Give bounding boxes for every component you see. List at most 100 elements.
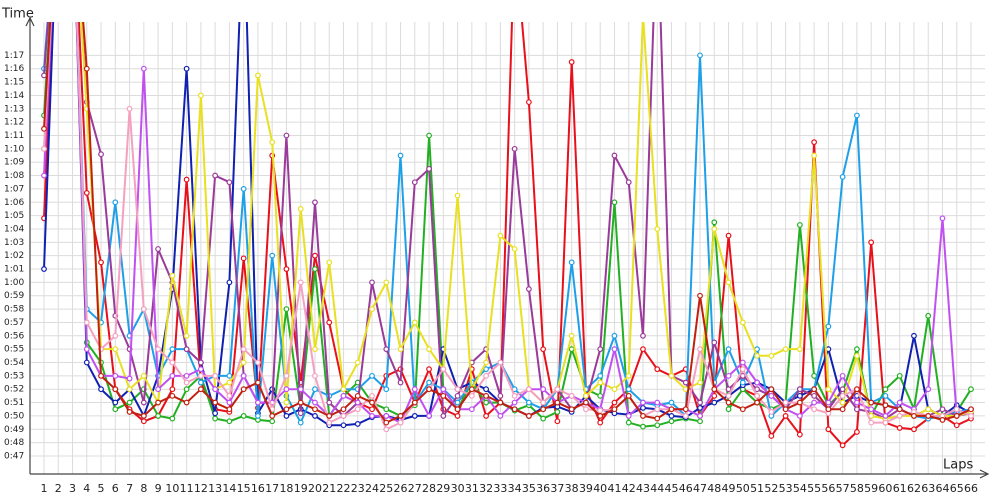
data-point: [140, 65, 147, 72]
x-tick-label: 39: [579, 482, 593, 495]
data-point: [525, 413, 532, 419]
data-point: [711, 226, 718, 232]
data-point: [497, 392, 504, 399]
data-point: [283, 266, 290, 272]
data-point: [255, 359, 261, 366]
data-point: [839, 173, 846, 180]
grid: [31, 22, 985, 474]
data-point: [226, 179, 233, 186]
data-point: [140, 399, 147, 406]
x-tick-label: 65: [950, 482, 964, 495]
data-point: [269, 139, 276, 146]
data-point: [597, 372, 604, 379]
data-point: [796, 392, 803, 399]
x-tick-label: 20: [308, 482, 322, 495]
data-point: [397, 152, 404, 159]
x-tick-label: 14: [222, 482, 236, 495]
data-point: [269, 252, 276, 259]
data-point: [83, 190, 90, 196]
data-point: [140, 418, 147, 425]
data-point: [682, 379, 689, 386]
data-point: [868, 399, 875, 406]
x-tick-label: 43: [636, 482, 650, 495]
data-point: [697, 399, 703, 406]
data-point: [839, 399, 846, 406]
data-point: [725, 372, 732, 379]
x-tick-label: 31: [465, 482, 479, 495]
x-tick-label: 40: [593, 482, 607, 495]
data-point: [854, 112, 860, 119]
data-point: [212, 372, 219, 379]
data-point: [269, 418, 276, 425]
data-point: [440, 386, 447, 393]
data-point: [768, 386, 775, 393]
data-point: [583, 406, 589, 413]
data-point: [497, 399, 504, 406]
data-point: [811, 392, 818, 399]
data-point: [754, 392, 760, 399]
data-point: [383, 419, 390, 426]
data-point: [540, 386, 547, 393]
data-point: [739, 359, 746, 366]
data-point: [796, 346, 803, 353]
data-point: [112, 199, 119, 206]
data-point: [126, 105, 133, 112]
data-point: [525, 386, 532, 393]
x-tick-label: 56: [821, 482, 835, 495]
data-point: [369, 413, 375, 419]
data-point: [183, 379, 190, 386]
data-point: [911, 413, 917, 419]
data-point: [554, 409, 561, 415]
data-point: [454, 192, 461, 199]
data-point: [354, 421, 361, 427]
data-point: [312, 406, 318, 413]
y-tick-label: 1:05: [4, 211, 24, 221]
y-tick-label: 1:00: [4, 278, 24, 288]
data-point: [183, 176, 190, 183]
y-tick-label: 1:10: [4, 144, 24, 154]
data-point: [369, 392, 375, 399]
data-point: [711, 339, 718, 346]
data-point: [326, 419, 333, 426]
data-point: [183, 399, 190, 406]
x-tick-label: 7: [126, 482, 133, 495]
data-point: [383, 406, 390, 413]
x-tick-label: 30: [451, 482, 465, 495]
data-point: [169, 272, 176, 279]
data-point: [312, 252, 318, 259]
x-tick-label: 48: [707, 482, 721, 495]
y-tick-label: 1:08: [4, 171, 24, 181]
data-point: [825, 399, 832, 406]
x-tick-label: 55: [807, 482, 821, 495]
data-point: [426, 413, 432, 419]
data-point: [483, 359, 490, 366]
data-point: [226, 399, 233, 406]
data-point: [568, 406, 575, 413]
data-point: [896, 406, 903, 413]
data-point: [226, 418, 233, 425]
data-point: [811, 399, 818, 406]
x-tick-label: 27: [408, 482, 422, 495]
data-point: [354, 359, 361, 366]
data-point: [668, 406, 675, 413]
data-point: [697, 405, 703, 411]
data-point: [240, 372, 247, 379]
data-point: [369, 372, 375, 379]
data-point: [597, 407, 604, 414]
data-point: [383, 279, 390, 286]
y-tick-label: 0:57: [4, 318, 24, 328]
x-tick-label: 32: [479, 482, 493, 495]
data-point: [625, 392, 632, 399]
data-point: [739, 319, 746, 326]
data-point: [640, 399, 646, 406]
data-point: [269, 413, 276, 419]
data-point: [597, 413, 604, 419]
data-point: [240, 386, 247, 393]
data-point: [255, 379, 261, 386]
x-tick-label: 16: [251, 482, 265, 495]
data-point: [169, 346, 176, 353]
x-tick-label: 42: [622, 482, 636, 495]
data-point: [126, 375, 133, 382]
x-tick-label: 52: [764, 482, 778, 495]
